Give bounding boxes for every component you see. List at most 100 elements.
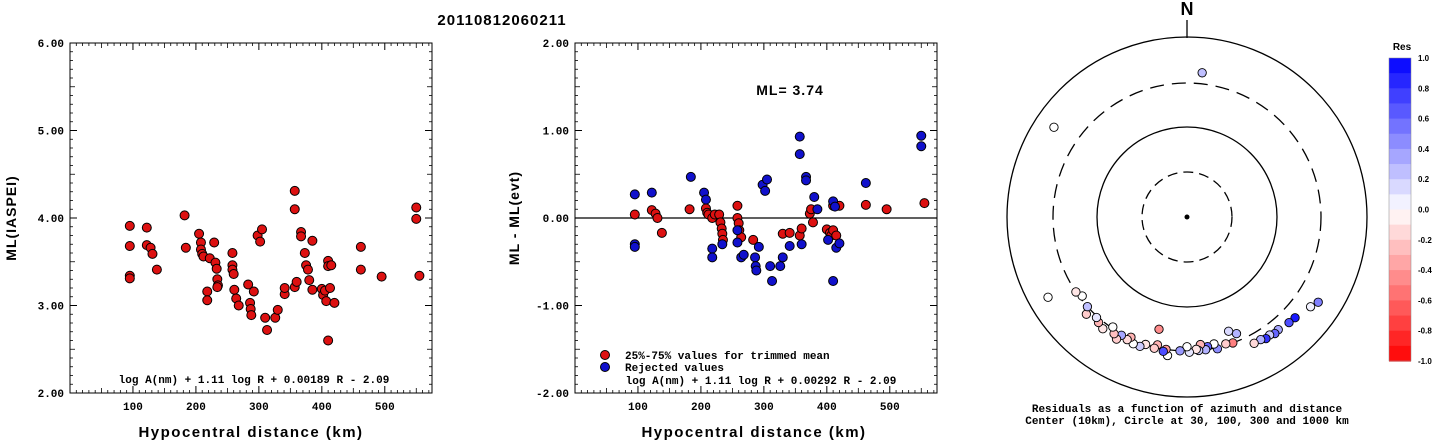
y-tick-label: 3.00 (38, 302, 64, 314)
y-tick-label: -2.00 (536, 389, 569, 401)
y-tick-label: 2.00 (543, 39, 569, 51)
y-tick-label: -1.00 (536, 302, 569, 314)
colorbar-segment (1389, 73, 1411, 89)
data-point (202, 286, 213, 297)
colorbar-segment (1389, 300, 1411, 317)
x-tick-label: 300 (249, 402, 269, 414)
trimmed-point (860, 199, 871, 210)
colorbar-segment (1389, 118, 1411, 135)
data-point (229, 284, 240, 295)
data-point (211, 263, 222, 274)
y-tick-label: 2.00 (38, 389, 64, 401)
y-tick-label: 4.00 (38, 214, 64, 226)
data-point (355, 241, 366, 252)
data-point (212, 282, 223, 293)
data-point (291, 276, 302, 287)
x-tick-label: 100 (123, 402, 143, 414)
station-point (1049, 122, 1059, 132)
colorbar-segment (1389, 345, 1411, 362)
trimmed-point (748, 234, 759, 245)
colorbar-segment (1389, 330, 1411, 347)
legend-label-rejected: Rejected values (625, 363, 724, 375)
data-point (326, 260, 337, 271)
rejected-point (629, 189, 640, 200)
rejected-point (834, 238, 845, 249)
station-point (1284, 317, 1294, 328)
legend-marker-rejected (600, 362, 610, 372)
trimmed-point (881, 204, 892, 215)
data-point (141, 222, 152, 233)
rejected-point (794, 149, 805, 160)
ml-vs-distance-chart: 100 200 300 400 500 2.00 3.00 4.00 5.00 6.00 log … (3, 39, 433, 441)
rejected-point (753, 241, 764, 252)
rejected-point (760, 185, 771, 196)
x-tick-label: 500 (880, 402, 900, 414)
data-point (147, 248, 158, 259)
rejected-point (860, 178, 871, 188)
station-point (1290, 313, 1300, 323)
colorbar-segment (1389, 103, 1411, 120)
rejected-point (732, 225, 743, 236)
data-point (194, 228, 205, 239)
colorbar-segment (1389, 179, 1411, 195)
ml-value-annotation: ML= 3.74 (756, 82, 824, 98)
data-point (209, 237, 220, 248)
station-point (1098, 324, 1108, 334)
trimmed-point (796, 223, 807, 234)
colorbar-frame (1388, 57, 1412, 362)
trimmed-point (652, 213, 663, 223)
axes: 100 200 300 400 500 2.00 3.00 4.00 5.00 6.00 (38, 39, 432, 414)
colorbar-tick-label: 0.6 (1418, 115, 1430, 124)
colorbar-tick-label: 0.0 (1418, 206, 1430, 215)
trimmed-point (807, 217, 818, 228)
data-point (257, 224, 268, 235)
circle-100km (1096, 126, 1278, 308)
epicenter-marker (1184, 214, 1190, 220)
colorbar-tick-label: -1.0 (1418, 357, 1432, 366)
rejected-point (801, 175, 812, 186)
rejected-point (830, 201, 841, 212)
trimmed-point (784, 227, 795, 238)
data-point (307, 235, 318, 246)
station-point (1175, 346, 1185, 356)
station-points (1043, 68, 1323, 361)
y-tick-label: 5.00 (38, 127, 64, 139)
colorbar-tick-label: -0.4 (1418, 266, 1432, 275)
event-id-title: 20110812060211 (437, 12, 566, 29)
colorbar-tick-label: 0.8 (1418, 84, 1430, 93)
x-tick-label: 400 (312, 402, 332, 414)
formula-label: log A(nm) + 1.11 log R + 0.00292 R - 2.0… (626, 376, 897, 388)
legend-label-trimmed: 25%-75% values for trimmed mean (625, 351, 830, 363)
data-point (255, 236, 266, 247)
data-point (376, 271, 387, 282)
data-point (227, 248, 238, 258)
data-point (355, 264, 366, 275)
data-point (307, 284, 318, 295)
colorbar-tick-label: -0.8 (1418, 327, 1432, 336)
data-point (124, 220, 135, 231)
caption-line-2: Center (10km), Circle at 30, 100, 300 an… (1025, 416, 1349, 428)
data-point (272, 304, 283, 315)
station-point (1091, 312, 1102, 323)
rejected-point (796, 239, 807, 250)
x-axis-label: Hypocentral distance (km) (138, 424, 363, 441)
station-point (1082, 302, 1093, 312)
x-axis-label: Hypocentral distance (km) (641, 424, 866, 441)
rejected-point (751, 265, 762, 276)
data-point (411, 213, 422, 224)
data-points (629, 130, 930, 286)
data-point (279, 283, 290, 293)
data-point (246, 310, 257, 321)
data-point (289, 204, 300, 215)
legend: 25%-75% values for trimmed mean Rejected… (600, 350, 830, 375)
rejected-point (809, 192, 820, 202)
data-point (151, 264, 162, 275)
colorbar-scale: 1.0 0.8 0.6 0.4 0.2 0.0 -0.2 -0.4 -0.6 -0.8 -1.0 (1388, 54, 1432, 366)
y-tick-label: 0.00 (543, 214, 569, 226)
station-point (1305, 302, 1316, 312)
y-axis-label: ML(IASPEI) (3, 175, 19, 260)
trimmed-point (919, 198, 930, 209)
rejected-point (738, 249, 749, 260)
rejected-point (812, 204, 823, 215)
